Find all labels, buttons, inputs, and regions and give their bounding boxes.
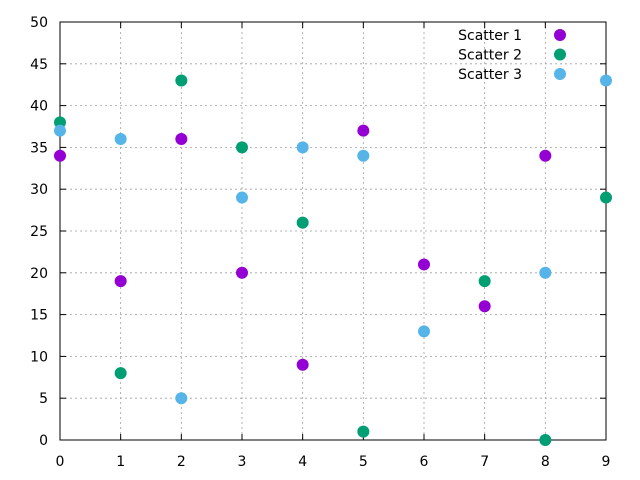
y-tick-label: 25 bbox=[30, 224, 48, 240]
legend-marker bbox=[554, 29, 566, 41]
scatter-3-point bbox=[236, 191, 248, 204]
scatter-2-point bbox=[54, 116, 66, 129]
x-tick-label: 5 bbox=[359, 454, 368, 470]
x-tick-label: 3 bbox=[238, 454, 247, 470]
y-tick-label: 0 bbox=[39, 433, 48, 449]
legend: Scatter 1 Scatter 2 Scatter 3 bbox=[458, 28, 566, 83]
x-tick-label: 8 bbox=[541, 454, 550, 470]
scatter-3-point bbox=[54, 124, 66, 137]
scatter-1-point bbox=[175, 133, 188, 146]
scatter-3-point bbox=[296, 141, 309, 154]
scatter-3-point bbox=[539, 266, 552, 279]
x-tick-label: 0 bbox=[56, 454, 65, 470]
x-tick-label: 9 bbox=[602, 454, 611, 470]
scatter-2-point bbox=[357, 425, 370, 438]
scatter-1-point bbox=[478, 300, 491, 313]
y-tick-label: 15 bbox=[30, 308, 48, 324]
legend-marker bbox=[554, 48, 566, 61]
x-tick-label: 1 bbox=[116, 454, 125, 470]
scatter-2-point bbox=[114, 367, 127, 380]
scatter-2-point bbox=[539, 434, 552, 446]
scatter-2-point bbox=[175, 74, 188, 87]
scatter-3-point bbox=[418, 325, 430, 338]
scatter-3-point bbox=[114, 133, 127, 146]
x-tick-label: 6 bbox=[420, 454, 429, 470]
y-tick-label: 20 bbox=[30, 266, 48, 282]
scatter-2-point bbox=[478, 275, 491, 288]
scatter-1-point bbox=[539, 149, 552, 162]
scatter-2-point bbox=[236, 141, 248, 154]
y-tick-label: 5 bbox=[39, 391, 48, 407]
scatter-1-point bbox=[114, 275, 127, 288]
legend-label: Scatter 2 bbox=[458, 48, 522, 64]
data-points bbox=[54, 74, 612, 446]
scatter-1-point bbox=[296, 358, 309, 371]
y-tick-label: 35 bbox=[30, 140, 48, 156]
y-tick-label: 30 bbox=[30, 182, 48, 198]
y-tick-label: 40 bbox=[30, 99, 48, 115]
scatter-1-point bbox=[418, 258, 430, 271]
scatter-3-point bbox=[600, 74, 612, 87]
legend-marker bbox=[554, 68, 566, 80]
legend-label: Scatter 3 bbox=[458, 67, 522, 83]
x-tick-label: 4 bbox=[298, 454, 307, 470]
scatter-2-point bbox=[600, 191, 612, 204]
scatter-2-point bbox=[296, 216, 309, 229]
grid-lines bbox=[59, 21, 607, 441]
x-tick-label: 2 bbox=[177, 454, 186, 470]
scatter-1-point bbox=[236, 266, 248, 279]
scatter-3-point bbox=[175, 392, 188, 405]
legend-label: Scatter 1 bbox=[458, 28, 522, 44]
y-tick-label: 10 bbox=[30, 349, 48, 365]
y-tick-label: 50 bbox=[30, 15, 48, 31]
x-tick-label: 7 bbox=[480, 454, 489, 470]
scatter-3-point bbox=[357, 149, 370, 162]
y-tick-label: 45 bbox=[30, 57, 48, 73]
scatter-1-point bbox=[357, 124, 370, 137]
scatter-1-point bbox=[54, 149, 66, 162]
